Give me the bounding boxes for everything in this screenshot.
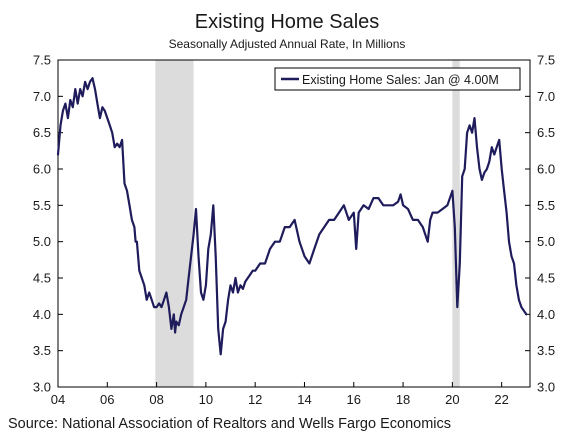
- y-tick-label-left: 3.5: [33, 343, 51, 358]
- x-tick-label: 22: [494, 392, 508, 407]
- y-tick-label-left: 6.5: [33, 125, 51, 140]
- y-tick-label-left: 5.5: [33, 198, 51, 213]
- x-axis-ticks: 04 06 08 10 12 14 16 18 20 22: [51, 382, 509, 407]
- plot-area-frame: [57, 59, 531, 388]
- x-tick-label: 20: [445, 392, 459, 407]
- chart-subtitle: Seasonally Adjusted Annual Rate, In Mill…: [169, 37, 406, 51]
- recession-band-1: [452, 60, 460, 387]
- legend-label: Existing Home Sales: Jan @ 4.00M: [302, 73, 499, 87]
- y-tick-label-left: 4.0: [33, 307, 51, 322]
- y-tick-label-right: 4.5: [537, 271, 555, 286]
- source-note: Source: National Association of Realtors…: [8, 416, 451, 432]
- y-tick-label-right: 4.0: [537, 307, 555, 322]
- y-tick-label-left: 3.0: [33, 380, 51, 395]
- x-tick-label: 10: [199, 392, 213, 407]
- y-tick-label-right: 7.0: [537, 89, 555, 104]
- x-tick-label: 18: [396, 392, 410, 407]
- x-tick-label: 16: [347, 392, 361, 407]
- y-tick-label-right: 7.5: [537, 53, 555, 68]
- x-tick-label: 06: [100, 392, 114, 407]
- y-tick-label-right: 6.5: [537, 125, 555, 140]
- series-line-0: [56, 77, 528, 356]
- y-tick-label-left: 6.0: [33, 162, 51, 177]
- recession-shading: [155, 60, 460, 387]
- y-tick-label-right: 3.0: [537, 380, 555, 395]
- y-tick-label-right: 3.5: [537, 343, 555, 358]
- y-tick-label-left: 5.0: [33, 234, 51, 249]
- y-axis-right-ticks: 3.0 3.5 4.0 4.5 5.0 5.5 6.0 6.5 7.0 7.5: [525, 53, 555, 395]
- series-layer: [56, 77, 528, 356]
- x-tick-label: 14: [297, 392, 311, 407]
- y-tick-label-right: 5.5: [537, 198, 555, 213]
- legend-box: [274, 67, 521, 91]
- legend: Existing Home Sales: Jan @ 4.00M: [274, 67, 521, 91]
- y-tick-label-right: 6.0: [537, 162, 555, 177]
- recession-band-0: [155, 60, 194, 387]
- y-tick-label-left: 7.5: [33, 53, 51, 68]
- y-tick-label-right: 5.0: [537, 234, 555, 249]
- x-tick-label: 12: [248, 392, 262, 407]
- chart-title: Existing Home Sales: [195, 11, 380, 33]
- x-tick-label: 08: [149, 392, 163, 407]
- y-axis-left-ticks: 3.0 3.5 4.0 4.5 5.0 5.5 6.0 6.5 7.0 7.5: [33, 53, 63, 395]
- x-tick-label: 04: [51, 392, 65, 407]
- y-tick-label-left: 7.0: [33, 89, 51, 104]
- y-tick-label-left: 4.5: [33, 271, 51, 286]
